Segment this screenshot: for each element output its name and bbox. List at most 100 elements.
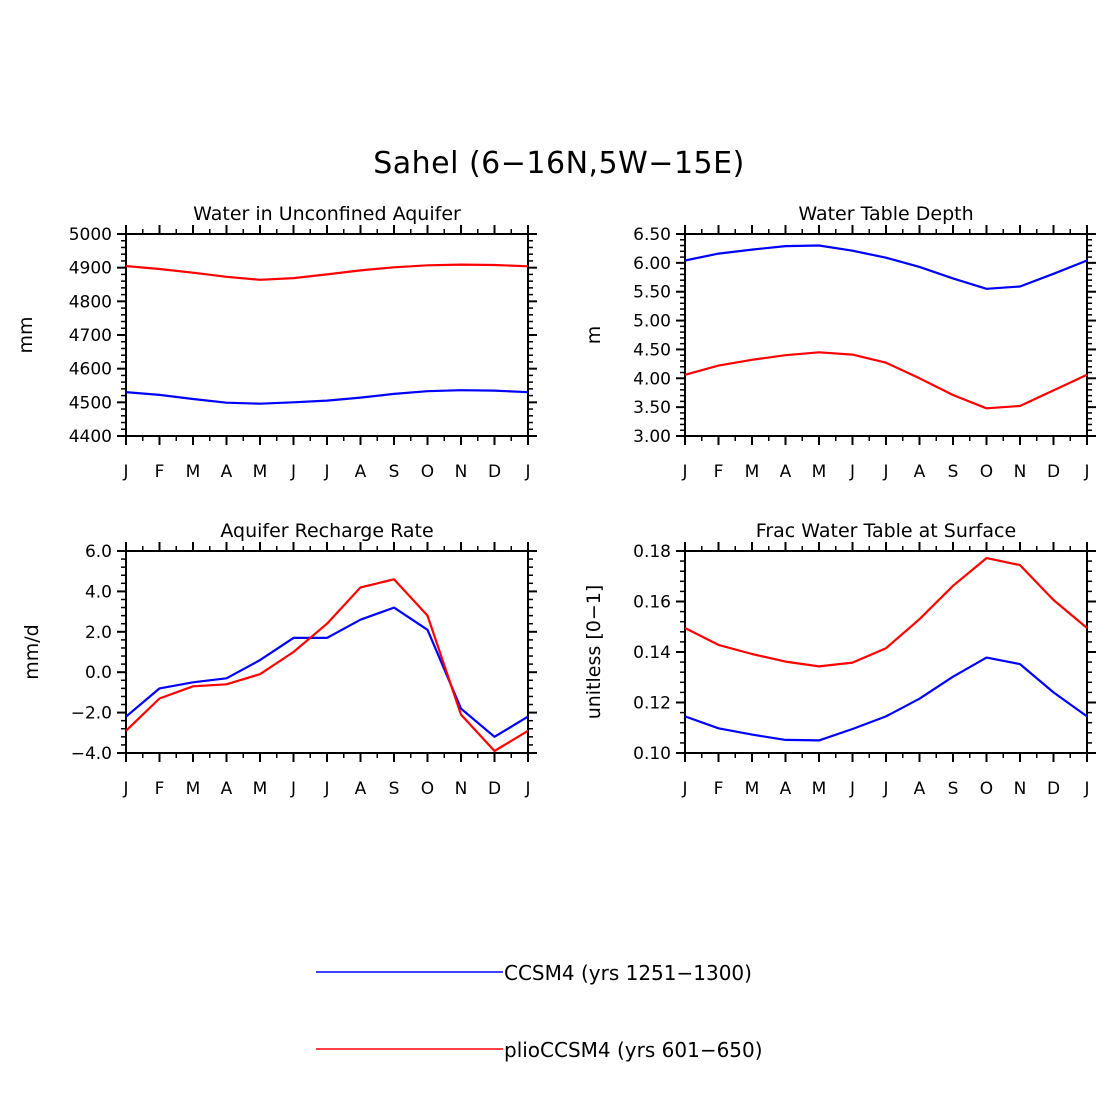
frac-water-table-xtick-label: N xyxy=(1014,779,1027,799)
frac-water-table-ytick-label: 0.12 xyxy=(633,694,671,714)
aquifer-water-ytick-label: 4800 xyxy=(69,292,112,312)
aquifer-water-xtick-label: F xyxy=(155,462,165,482)
aquifer-water-xtick-label: N xyxy=(455,462,468,482)
frac-water-table-xtick-label: J xyxy=(882,779,888,799)
frac-water-table-xtick-label: F xyxy=(714,779,724,799)
water-table-depth-ylabel: m xyxy=(583,326,605,345)
water-table-depth-xtick-label: F xyxy=(714,462,724,482)
water-table-depth-ytick-label: 5.00 xyxy=(633,312,671,332)
water-table-depth-ytick-label: 3.00 xyxy=(633,427,671,447)
aquifer-water-series-ccsm4-line xyxy=(125,389,529,405)
water-table-depth-xtick-label: A xyxy=(914,462,926,482)
aquifer-water-ytick-label: 5000 xyxy=(69,225,112,245)
frac-water-table-ytick-label: 0.10 xyxy=(633,744,671,764)
frac-water-table-xtick-label: J xyxy=(849,779,855,799)
aquifer-water-xtick-label: D xyxy=(488,462,501,482)
frac-water-table-ylabel: unitless [0−1] xyxy=(583,585,605,720)
aquifer-water-xtick-label: J xyxy=(122,462,128,482)
water-table-depth-frame xyxy=(684,233,1088,437)
recharge-rate-ytick-label: 0.0 xyxy=(85,663,112,683)
recharge-rate-xtick-label: S xyxy=(389,779,400,799)
recharge-rate-ytick-label: 6.0 xyxy=(85,542,112,562)
recharge-rate-ytick-label: 2.0 xyxy=(85,623,112,643)
recharge-rate-xtick-label: A xyxy=(221,779,233,799)
aquifer-water-xtick-label: M xyxy=(186,462,201,482)
frac-water-table-xtick-label: M xyxy=(745,779,760,799)
aquifer-water-xtick-label: O xyxy=(421,462,434,482)
water-table-depth-ytick-label: 3.50 xyxy=(633,398,671,418)
legend-ccsm4-label: CCSM4 (yrs 1251−1300) xyxy=(504,961,752,985)
recharge-rate-series-plioccsm4-line xyxy=(125,578,529,753)
water-table-depth-xtick-label: J xyxy=(681,462,687,482)
aquifer-water-xtick-label: A xyxy=(221,462,233,482)
aquifer-water-series-plioccsm4-line xyxy=(125,263,529,281)
recharge-rate-xtick-label: D xyxy=(488,779,501,799)
water-table-depth-ytick-label: 4.00 xyxy=(633,369,671,389)
aquifer-water-xtick-label: A xyxy=(355,462,367,482)
water-table-depth-ytick-label: 6.50 xyxy=(633,225,671,245)
frac-water-table-xtick-label: D xyxy=(1047,779,1060,799)
frac-water-table-xtick-label: S xyxy=(948,779,959,799)
recharge-rate-title: Aquifer Recharge Rate xyxy=(220,520,433,542)
water-table-depth-xtick-label: D xyxy=(1047,462,1060,482)
water-table-depth-xtick-label: A xyxy=(780,462,792,482)
water-table-depth-ytick-label: 4.50 xyxy=(633,340,671,360)
legend-plioccsm4-label: plioCCSM4 (yrs 601−650) xyxy=(504,1038,763,1062)
water-table-depth-ytick-label: 6.00 xyxy=(633,254,671,274)
frac-water-table-series-plioccsm4-line xyxy=(684,556,1088,668)
water-table-depth-ytick-label: 5.50 xyxy=(633,283,671,303)
recharge-rate-ytick-label: −2.0 xyxy=(71,704,112,724)
recharge-rate-xtick-label: J xyxy=(323,779,329,799)
frac-water-table-xtick-label: J xyxy=(681,779,687,799)
frac-water-table-ytick-label: 0.14 xyxy=(633,643,671,663)
aquifer-water-xtick-label: J xyxy=(524,462,530,482)
frac-water-table-xtick-label: O xyxy=(980,779,993,799)
water-table-depth-xtick-label: S xyxy=(948,462,959,482)
aquifer-water-xtick-label: M xyxy=(253,462,268,482)
water-table-depth-xtick-label: N xyxy=(1014,462,1027,482)
recharge-rate-xtick-label: J xyxy=(524,779,530,799)
recharge-rate-ylabel: mm/d xyxy=(21,624,43,679)
recharge-rate-series-ccsm4-line xyxy=(125,606,529,738)
water-table-depth-xtick-label: J xyxy=(1083,462,1089,482)
recharge-rate-xtick-label: O xyxy=(421,779,434,799)
figure-title: Sahel (6−16N,5W−15E) xyxy=(373,146,745,181)
frac-water-table-ytick-label: 0.18 xyxy=(633,542,671,562)
water-table-depth-xtick-label: O xyxy=(980,462,993,482)
aquifer-water-ytick-label: 4700 xyxy=(69,326,112,346)
water-table-depth-series-plioccsm4-line xyxy=(684,351,1088,410)
recharge-rate-xtick-label: M xyxy=(253,779,268,799)
water-table-depth-xtick-label: J xyxy=(882,462,888,482)
frac-water-table-xtick-label: A xyxy=(914,779,926,799)
frac-water-table-xtick-label: M xyxy=(812,779,827,799)
aquifer-water-ytick-label: 4500 xyxy=(69,393,112,413)
water-table-depth-xtick-label: M xyxy=(812,462,827,482)
recharge-rate-xtick-label: F xyxy=(155,779,165,799)
recharge-rate-xtick-label: M xyxy=(186,779,201,799)
recharge-rate-xtick-label: N xyxy=(455,779,468,799)
aquifer-water-xtick-label: S xyxy=(389,462,400,482)
water-table-depth-series-ccsm4-line xyxy=(684,244,1088,290)
frac-water-table-ytick-label: 0.16 xyxy=(633,593,671,613)
aquifer-water-ytick-label: 4900 xyxy=(69,259,112,279)
water-table-depth-xtick-label: J xyxy=(849,462,855,482)
frac-water-table-xtick-label: A xyxy=(780,779,792,799)
aquifer-water-ylabel: mm xyxy=(15,316,37,353)
aquifer-water-ytick-label: 4400 xyxy=(69,427,112,447)
water-table-depth-title: Water Table Depth xyxy=(798,203,973,225)
water-table-depth-xtick-label: M xyxy=(745,462,760,482)
aquifer-water-xtick-label: J xyxy=(323,462,329,482)
frac-water-table-title: Frac Water Table at Surface xyxy=(756,520,1016,542)
aquifer-water-xtick-label: J xyxy=(290,462,296,482)
recharge-rate-xtick-label: A xyxy=(355,779,367,799)
frac-water-table-xtick-label: J xyxy=(1083,779,1089,799)
frac-water-table-series-ccsm4-line xyxy=(684,656,1088,742)
recharge-rate-ytick-label: 4.0 xyxy=(85,582,112,602)
aquifer-water-title: Water in Unconfined Aquifer xyxy=(193,203,461,225)
recharge-rate-xtick-label: J xyxy=(122,779,128,799)
